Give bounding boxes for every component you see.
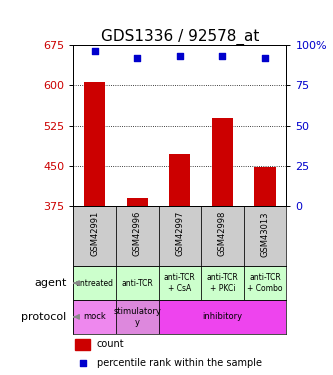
Text: percentile rank within the sample: percentile rank within the sample xyxy=(97,358,262,368)
Text: anti-TCR
+ Combo: anti-TCR + Combo xyxy=(247,273,283,293)
Text: count: count xyxy=(97,339,124,349)
Bar xyxy=(244,206,286,266)
Text: GSM42991: GSM42991 xyxy=(90,211,99,256)
Text: stimulatory
y: stimulatory y xyxy=(113,307,161,327)
Point xyxy=(80,360,86,366)
Text: mock: mock xyxy=(83,312,106,321)
Bar xyxy=(84,81,105,206)
Bar xyxy=(212,117,233,206)
Bar xyxy=(116,266,159,300)
Bar xyxy=(244,266,286,300)
Bar xyxy=(159,206,201,266)
Bar xyxy=(73,266,116,300)
Bar xyxy=(73,300,116,334)
Point xyxy=(220,53,225,59)
Bar xyxy=(73,206,116,266)
Text: GSM42998: GSM42998 xyxy=(218,211,227,256)
Text: GSM42997: GSM42997 xyxy=(175,211,184,256)
Text: GSM42996: GSM42996 xyxy=(133,211,142,256)
Point xyxy=(177,53,182,59)
Point xyxy=(135,55,140,61)
Bar xyxy=(116,300,159,334)
Text: agent: agent xyxy=(34,278,67,288)
Text: untreated: untreated xyxy=(76,279,114,288)
Text: anti-TCR
+ PKCi: anti-TCR + PKCi xyxy=(206,273,238,293)
Text: inhibitory: inhibitory xyxy=(202,312,242,321)
Text: anti-TCR
+ CsA: anti-TCR + CsA xyxy=(164,273,196,293)
Text: anti-TCR: anti-TCR xyxy=(121,279,153,288)
Text: GSM43013: GSM43013 xyxy=(260,211,270,256)
Bar xyxy=(201,266,244,300)
Bar xyxy=(75,339,90,350)
Bar xyxy=(116,206,159,266)
Bar xyxy=(201,206,244,266)
Bar xyxy=(127,198,148,206)
Point xyxy=(92,48,97,54)
Text: protocol: protocol xyxy=(21,312,67,322)
Bar xyxy=(159,266,201,300)
Point xyxy=(262,55,268,61)
Bar xyxy=(169,154,190,206)
Bar xyxy=(159,300,286,334)
Title: GDS1336 / 92578_at: GDS1336 / 92578_at xyxy=(101,29,259,45)
Bar xyxy=(254,167,276,206)
